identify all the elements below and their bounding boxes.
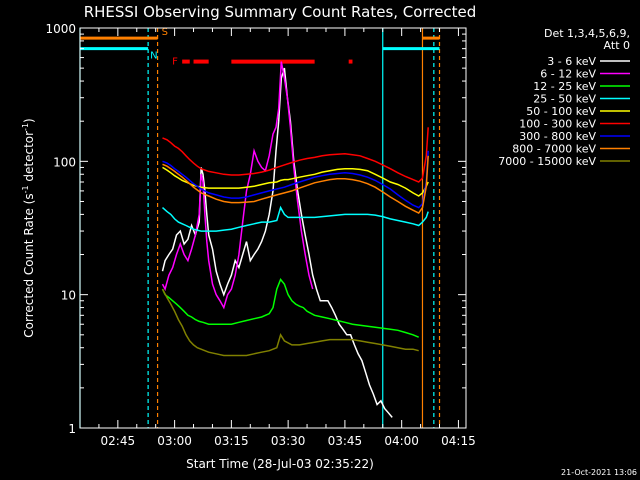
y-axis-label: Corrected Count Rate (s-1 detector-1) [21,118,36,337]
series-line-3 [162,205,429,232]
chart-title: RHESSI Observing Summary Count Rates, Co… [84,3,477,21]
footer-date: 21-Oct-2021 13:06 [561,468,637,477]
x-axis-label: Start Time (28-Jul-03 02:35:22) [186,457,374,471]
x-tick-label-3: 03:30 [271,434,306,448]
legend-label-5: 100 - 300 keV [519,118,596,131]
y-tick-label-0: 1 [68,422,76,436]
legend-label-8: 7000 - 15000 keV [498,155,596,168]
plot-area: S N F [79,27,441,428]
legend-title-line2: Att 0 [604,39,630,52]
legend-label-0: 3 - 6 keV [547,55,596,68]
x-tick-label-6: 04:15 [441,434,476,448]
legend-label-7: 800 - 7000 keV [512,143,596,156]
series-line-7 [162,155,429,214]
series-line-1 [161,61,314,310]
x-tick-label-4: 03:45 [328,434,363,448]
legend-label-6: 300 - 800 keV [519,130,596,143]
axes: 1 10 100 1000 02:45 03:00 03:15 03:30 03:45 04:00… [45,22,475,448]
saa-flag-label: S [162,27,168,38]
series-line-8 [161,288,419,357]
flare-flag-label: F [172,57,178,68]
legend-label-2: 12 - 25 keV [533,80,596,93]
y-tick-label-3: 1000 [45,22,76,36]
series-line-2 [161,278,419,338]
series-line-5 [162,127,429,183]
plot-frame [79,27,467,429]
x-tick-label-5: 04:00 [384,434,419,448]
x-tick-label-0: 02:45 [101,434,136,448]
night-flag-label: N [150,51,157,62]
legend-label-1: 6 - 12 keV [540,68,596,81]
legend-label-3: 25 - 50 keV [533,93,596,106]
legend-label-4: 50 - 100 keV [526,105,596,118]
y-tick-label-1: 10 [61,289,76,303]
series-line-6 [162,150,429,209]
x-tick-label-1: 03:00 [157,434,192,448]
x-tick-label-2: 03:15 [214,434,249,448]
y-tick-label-2: 100 [53,155,76,169]
legend-title-line1: Det 1,3,4,5,6,9, [544,27,630,40]
svg-text:Corrected Count Rate (s-1 dete: Corrected Count Rate (s-1 detector-1) [21,118,36,337]
